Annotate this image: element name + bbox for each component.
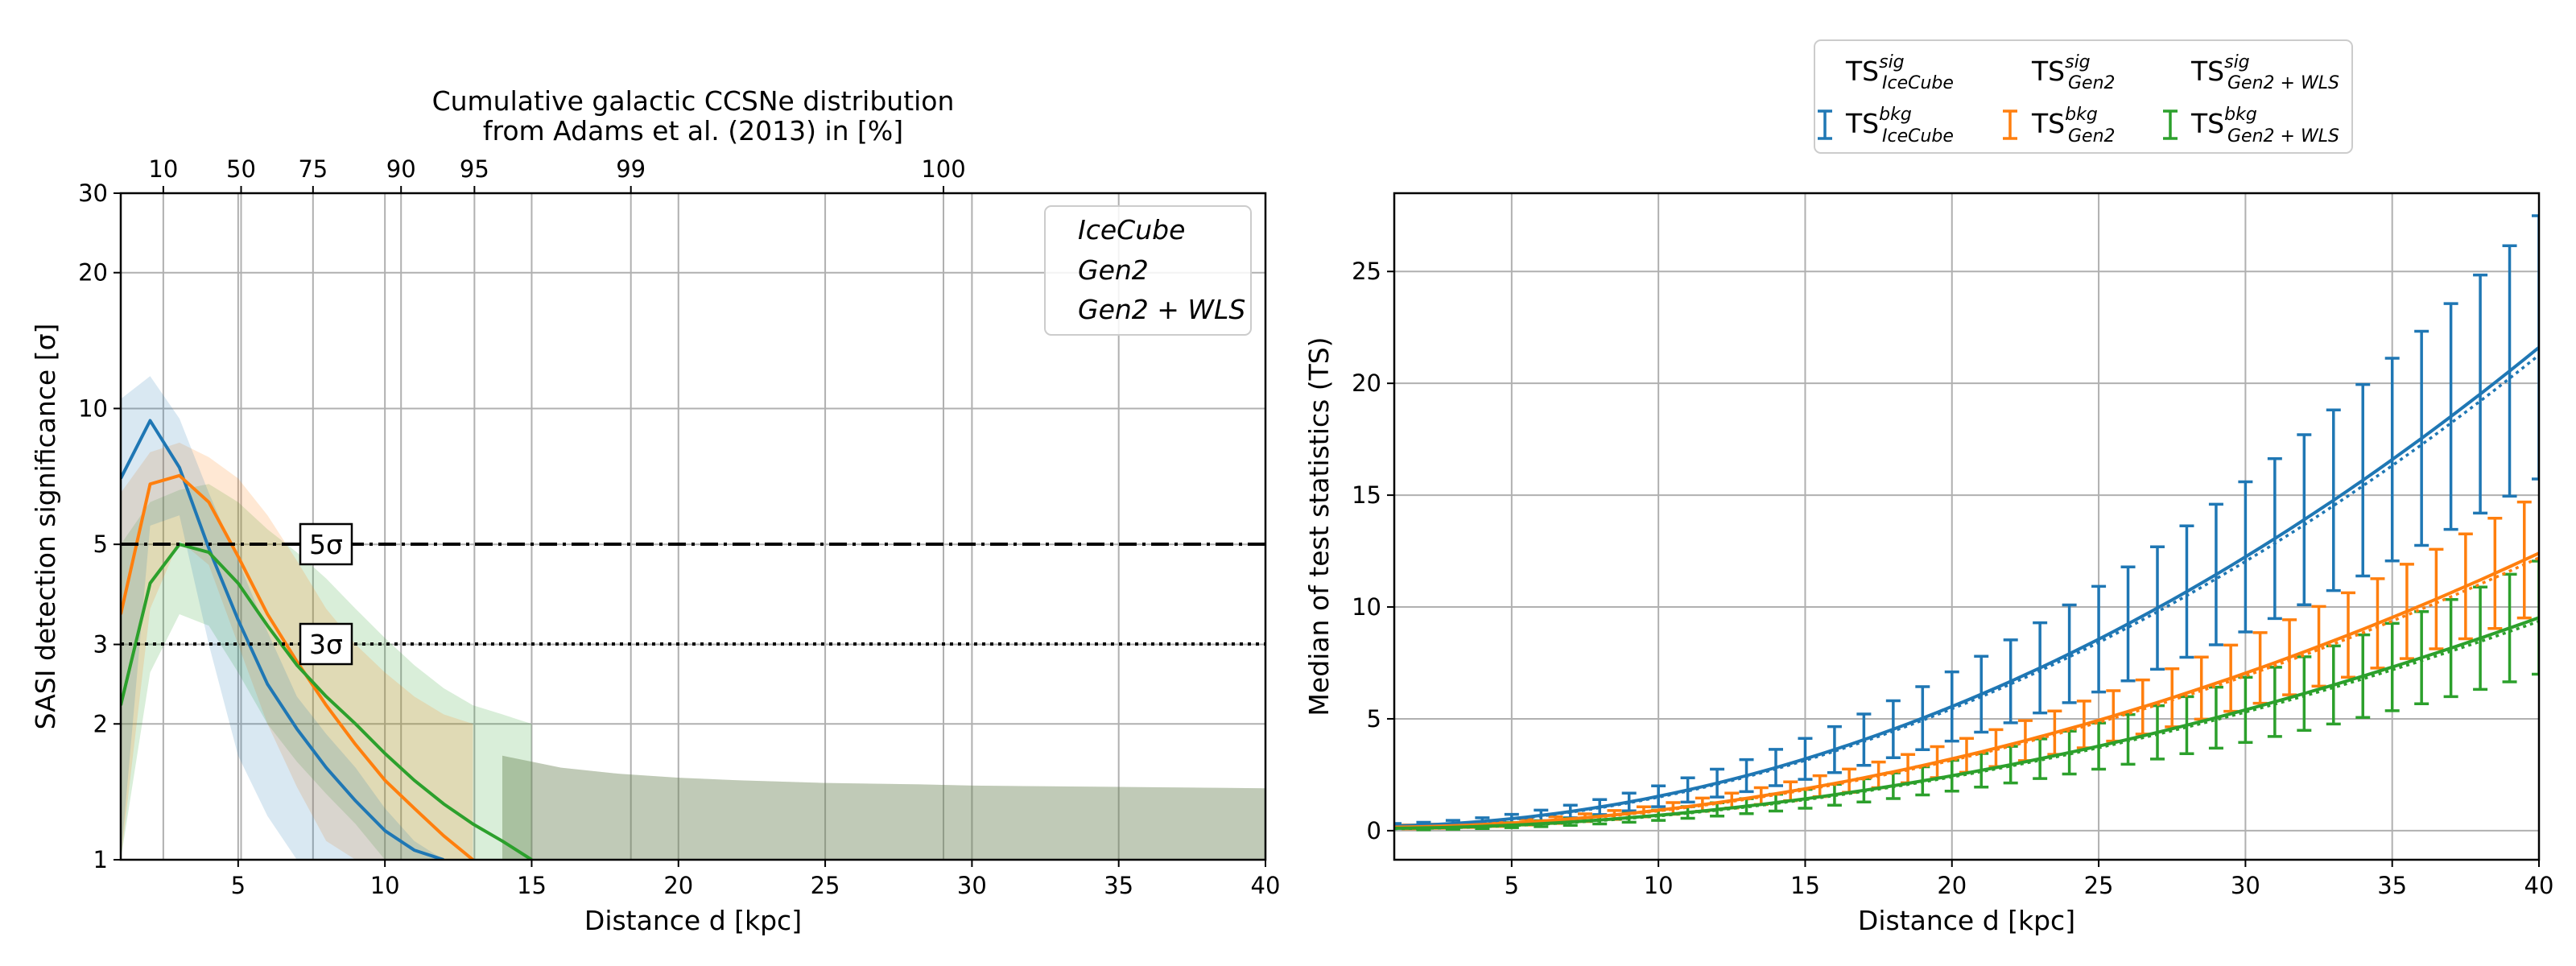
legend-gen2-wls: Gen2 + WLS [1078,294,1245,325]
top-percentage-axis: 10 50 75 90 95 99 100 [148,155,966,193]
signal-line-gen2 [1394,551,2539,829]
legend-ts-sig-gen2-wls: TSsig Gen2 + WLS [2190,52,2339,93]
left-y-tick-label: 30 [78,180,108,207]
right-y-tick-label: 25 [1352,258,1381,285]
error-bar-wls [2532,559,2539,676]
svg-text:Gen2: Gen2 [2068,126,2116,147]
signal-line-wls [1394,616,2539,830]
svg-text:IceCube: IceCube [1882,73,1954,93]
legend-ts-bkg-icecube: TSbkg IceCube [1845,105,1954,147]
legend-ts-bkg-gen2: TSbkg Gen2 [2031,105,2116,147]
svg-text:Gen2 + WLS: Gen2 + WLS [2227,73,2339,93]
svg-text:TSbkg: TSbkg [2190,105,2257,139]
right-error-bars [1394,214,2539,832]
legend-ts-sig-gen2: TSsig Gen2 [2031,52,2116,93]
left-x-tick-label: 30 [957,872,987,899]
right-x-axis-label: Distance d [kpc] [1858,905,2075,936]
uncertainty-band-wls [121,484,532,860]
right-y-tick-label: 10 [1352,593,1381,621]
right-x-tick-label: 15 [1790,872,1820,899]
right-series-lines [1394,345,2539,831]
series-line-wls [121,543,533,860]
top-axis-tick-label: 95 [460,155,489,183]
threshold-3sigma-label: 3σ [309,629,343,660]
signal-line-icecube [1394,345,2539,828]
right-y-tick-label: 20 [1352,369,1381,397]
left-x-tick-label: 20 [663,872,693,899]
right-y-axis-label: Median of test statistics (TS) [1303,336,1335,716]
threshold-5sigma-label: 5σ [309,529,343,560]
right-x-tick-label: 5 [1505,872,1519,899]
svg-text:TSsig: TSsig [1845,52,1905,87]
left-uncertainty-bands [121,376,1265,860]
left-plot-frame [119,192,1267,861]
svg-text:TSbkg: TSbkg [1845,105,1912,139]
legend-icecube: IceCube [1078,214,1185,246]
right-axis-ticks: 5 10 15 20 25 30 35 40 0 5 10 15 20 25 [1352,258,2553,899]
right-y-tick-label: 5 [1367,705,1381,733]
top-axis-tick-label: 100 [921,155,965,183]
right-x-tick-label: 30 [2231,872,2260,899]
top-axis-tick-label: 99 [616,155,646,183]
top-axis-tick-label: 75 [298,155,328,183]
left-x-tick-label: 5 [231,872,246,899]
svg-text:Gen2 + WLS: Gen2 + WLS [2227,126,2339,147]
background-line-gen2 [1394,556,2539,829]
left-legend: IceCube Gen2 Gen2 + WLS [1044,205,1252,336]
background-line-icecube [1394,353,2539,828]
left-y-tick-label: 3 [93,631,108,658]
svg-text:TSsig: TSsig [2190,52,2250,87]
svg-text:Gen2: Gen2 [2068,73,2116,93]
background-line-wls [1394,620,2539,831]
legend-error-bar-markers [1818,109,2178,140]
left-x-tick-label: 35 [1104,872,1133,899]
error-bar-icecube [2532,214,2539,481]
right-chart: 5 10 15 20 25 30 35 40 0 5 10 15 20 25 Distance d [kp… [1303,39,2553,936]
right-y-tick-label: 15 [1352,481,1381,509]
right-x-tick-label: 35 [2377,872,2407,899]
left-y-axis-label: SASI detection significance [σ] [30,324,61,730]
legend-ts-bkg-gen2-wls: TSbkg Gen2 + WLS [2190,105,2339,147]
left-x-tick-label: 15 [517,872,547,899]
left-x-tick-label: 25 [811,872,840,899]
svg-text:TSbkg: TSbkg [2031,105,2098,139]
threshold-3sigma-label-box: 3σ [299,622,353,666]
threshold-5sigma-label-box: 5σ [299,522,353,566]
top-axis-tick-label: 50 [226,155,256,183]
top-axis-title: Cumulative galactic CCSNe distribution [432,85,955,117]
series-line-icecube [121,419,444,860]
legend-ts-sig-icecube: TSsig IceCube [1845,52,1954,93]
legend-gen2: Gen2 [1078,254,1149,286]
right-plot-frame [1393,192,2541,861]
background-band-icecube [502,755,1265,860]
left-y-tick-label: 1 [93,846,108,873]
top-axis-subtitle: from Adams et al. (2013) in [%] [483,115,903,147]
background-band-wls [502,755,1265,860]
right-x-tick-label: 20 [1937,872,1967,899]
right-x-tick-label: 10 [1644,872,1674,899]
top-axis-tick-label: 10 [148,155,178,183]
left-y-tick-label: 2 [93,710,108,737]
right-x-tick-label: 25 [2084,872,2114,899]
background-band-gen2 [502,755,1265,860]
left-y-tick-label: 20 [78,259,108,287]
series-line-gen2 [121,473,474,860]
left-x-axis-label: Distance d [kpc] [584,905,802,936]
right-y-tick-label: 0 [1367,817,1381,844]
right-legend: TSsig IceCube TSsig Gen2 TSsig Gen2 + WL… [1814,39,2353,154]
svg-text:IceCube: IceCube [1882,126,1954,147]
left-series-lines [121,419,533,860]
left-y-tick-label: 10 [78,394,108,422]
left-x-tick-label: 10 [370,872,400,899]
left-x-tick-label: 40 [1251,872,1281,899]
svg-text:TSsig: TSsig [2031,52,2091,87]
left-y-tick-label: 5 [93,530,108,558]
right-x-tick-label: 40 [2524,872,2554,899]
top-axis-tick-label: 90 [386,155,416,183]
